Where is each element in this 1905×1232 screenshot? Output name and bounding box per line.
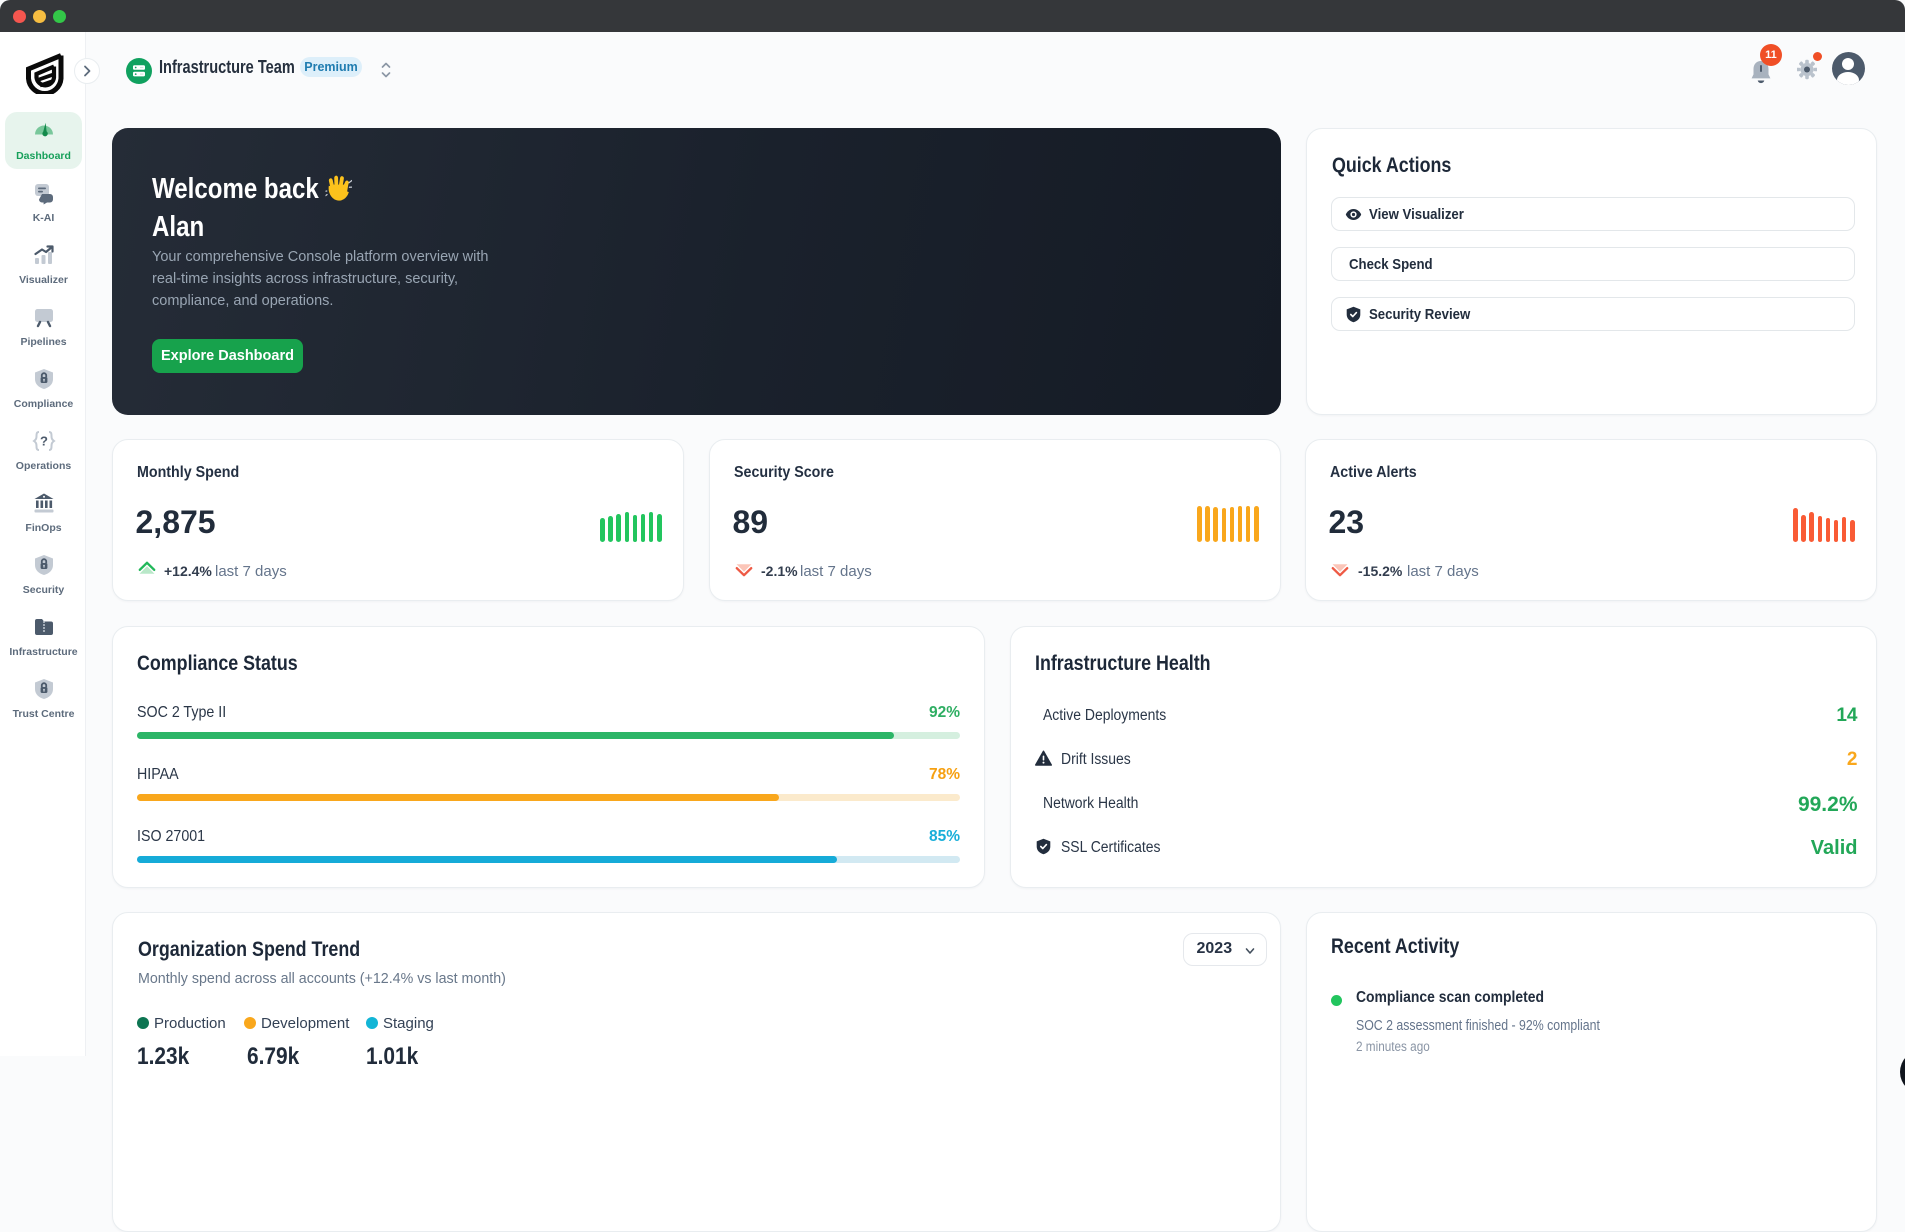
svg-text:?: ? xyxy=(40,434,48,449)
